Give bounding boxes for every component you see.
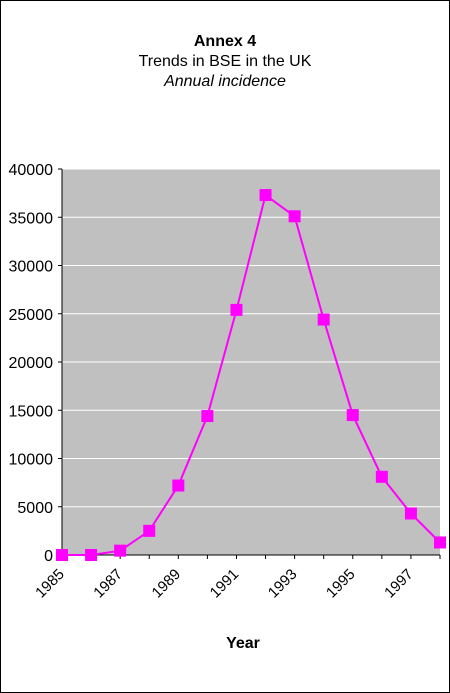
chart-title: Annex 4 (193, 33, 257, 50)
y-tick-label: 5000 (17, 500, 53, 517)
data-point (230, 303, 243, 316)
data-point (317, 313, 330, 326)
data-point (346, 409, 359, 422)
x-axis-ticks: 1985 1987 1989 1991 1993 1995 1997 (32, 555, 441, 602)
data-point (201, 410, 214, 423)
data-point (56, 549, 68, 561)
y-tick-label: 0 (44, 548, 53, 565)
data-point (172, 479, 185, 492)
series-markers (56, 189, 446, 561)
x-tick-label: 1989 (149, 566, 185, 602)
x-tick-label: 1993 (265, 566, 301, 602)
data-point (434, 536, 446, 549)
data-point (114, 544, 127, 557)
y-tick-label: 20000 (9, 355, 54, 372)
x-tick-label: 1985 (32, 566, 68, 602)
data-point (404, 507, 417, 520)
y-axis-ticks: 0 5000 10000 15000 20000 25000 30000 35000 40000 (9, 162, 62, 565)
chart-subtitle-italic: Annual incidence (164, 73, 286, 90)
x-tick-label: 1987 (90, 566, 126, 602)
x-axis-label: Year (226, 635, 260, 652)
y-tick-label: 25000 (9, 307, 54, 324)
y-tick-label: 30000 (9, 259, 54, 276)
data-point (259, 189, 272, 202)
y-tick-label: 10000 (9, 452, 54, 469)
data-point (143, 524, 156, 537)
x-tick-label: 1995 (323, 566, 359, 602)
x-tick-label: 1991 (207, 566, 243, 602)
chart-subtitle: Trends in BSE in the UK (138, 53, 312, 70)
y-tick-label: 15000 (9, 403, 54, 420)
data-point (288, 210, 301, 223)
y-tick-label: 40000 (9, 162, 54, 179)
chart-titles: Annex 4 Trends in BSE in the UK Annual i… (0, 32, 450, 92)
y-tick-label: 35000 (9, 210, 54, 227)
data-point (85, 549, 98, 561)
gridlines (62, 168, 440, 508)
x-tick-label: 1997 (381, 566, 417, 602)
data-point (375, 470, 388, 483)
